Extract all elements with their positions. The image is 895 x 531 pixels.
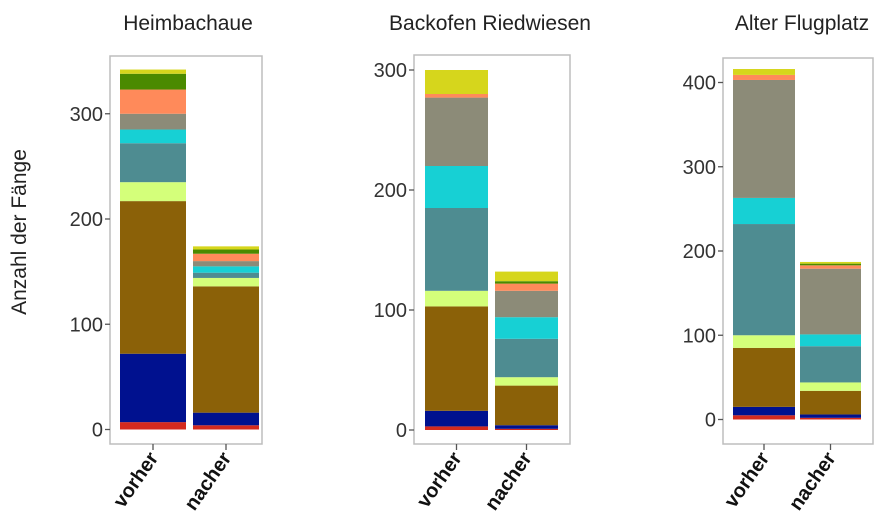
y-tick-label: 100 — [374, 300, 407, 322]
bar-segment — [733, 79, 795, 198]
y-tick-label: 200 — [374, 180, 407, 202]
bar-segment — [193, 277, 259, 287]
y-tick-label: 0 — [396, 420, 407, 442]
bar-segment — [800, 382, 861, 391]
x-tick-label: nacher — [180, 448, 236, 515]
bar-segment — [120, 353, 186, 423]
bar-segment — [193, 272, 259, 278]
chart-title: Backofen Riedwiesen — [389, 12, 591, 35]
bar-segment — [120, 89, 186, 114]
bar-segment — [425, 306, 488, 411]
bar-segment — [800, 346, 861, 383]
bar-segment — [733, 197, 795, 225]
bar-segment — [193, 246, 259, 250]
bar-segment — [425, 426, 488, 430]
y-tick-label: 200 — [70, 209, 103, 231]
bar-segment — [733, 69, 795, 75]
bar-segment — [733, 406, 795, 416]
bar-segment — [495, 317, 558, 339]
bar-segment — [733, 224, 795, 336]
bar-segment — [800, 414, 861, 418]
bar-segment — [495, 271, 558, 282]
bar-segment — [120, 201, 186, 354]
bar-segment — [193, 412, 259, 426]
bar-segment — [120, 73, 186, 90]
chart-panel: Alter Flugplatz 0 100 200 300 400 vorher nacher — [683, 12, 874, 515]
x-tick-label: nacher — [785, 448, 841, 515]
chart-title: Heimbachaue — [123, 12, 253, 35]
bar-segment — [800, 268, 861, 335]
chart-panel: Heimbachaue 0 100 200 300 vorher nacher — [70, 12, 263, 515]
bar-segment — [425, 208, 488, 291]
bar-segment — [495, 290, 558, 318]
bar-segment — [120, 182, 186, 202]
y-tick-label: 300 — [70, 104, 103, 126]
x-tick-label: nacher — [481, 448, 537, 515]
bar-segment — [120, 422, 186, 430]
y-axis-label: Anzahl der Fänge — [8, 149, 31, 315]
bar-segment — [800, 265, 861, 269]
y-tick-label: 400 — [683, 73, 716, 95]
bar-segment — [495, 338, 558, 378]
bar-segment — [193, 286, 259, 413]
y-tick-label: 300 — [374, 60, 407, 82]
bar-segment — [495, 428, 558, 430]
y-tick-label: 100 — [70, 314, 103, 336]
bar-segment — [495, 377, 558, 386]
bar-segment — [800, 390, 861, 415]
x-tick-label: vorher — [720, 448, 774, 512]
bar-segment — [425, 94, 488, 98]
y-tick-label: 0 — [92, 420, 103, 442]
bar-segment — [800, 263, 861, 266]
bar-segment — [800, 334, 861, 347]
bar-segment — [800, 261, 861, 264]
bar-segment — [733, 415, 795, 420]
bar-segment — [495, 425, 558, 429]
y-tick-label: 200 — [683, 241, 716, 263]
bar-segment — [800, 417, 861, 420]
bar-segment — [120, 69, 186, 74]
bar-segment — [120, 129, 186, 144]
bar-segment — [120, 113, 186, 130]
bar-segment — [193, 425, 259, 430]
x-tick-label: vorher — [413, 448, 467, 512]
y-tick-label: 100 — [683, 325, 716, 347]
bar-segment — [425, 166, 488, 208]
chart-title: Alter Flugplatz — [735, 12, 869, 35]
bar-segment — [733, 74, 795, 80]
bar-segment — [193, 253, 259, 262]
y-tick-label: 300 — [683, 157, 716, 179]
bar-segment — [733, 335, 795, 348]
bar-segment — [495, 281, 558, 284]
bar-segment — [120, 143, 186, 183]
bar-segment — [733, 347, 795, 407]
bar-segment — [193, 261, 259, 267]
bar-segment — [425, 410, 488, 427]
bar-segment — [425, 70, 488, 94]
chart-panel: Backofen Riedwiesen 0 100 200 300 vorher nache… — [374, 12, 591, 515]
bar-segment — [425, 97, 488, 166]
bar-segment — [495, 385, 558, 426]
bar-segment — [193, 249, 259, 254]
y-tick-label: 0 — [705, 410, 716, 432]
bar-segment — [193, 266, 259, 273]
bar-segment — [425, 290, 488, 307]
bar-segment — [495, 283, 558, 291]
x-tick-label: vorher — [109, 448, 163, 512]
